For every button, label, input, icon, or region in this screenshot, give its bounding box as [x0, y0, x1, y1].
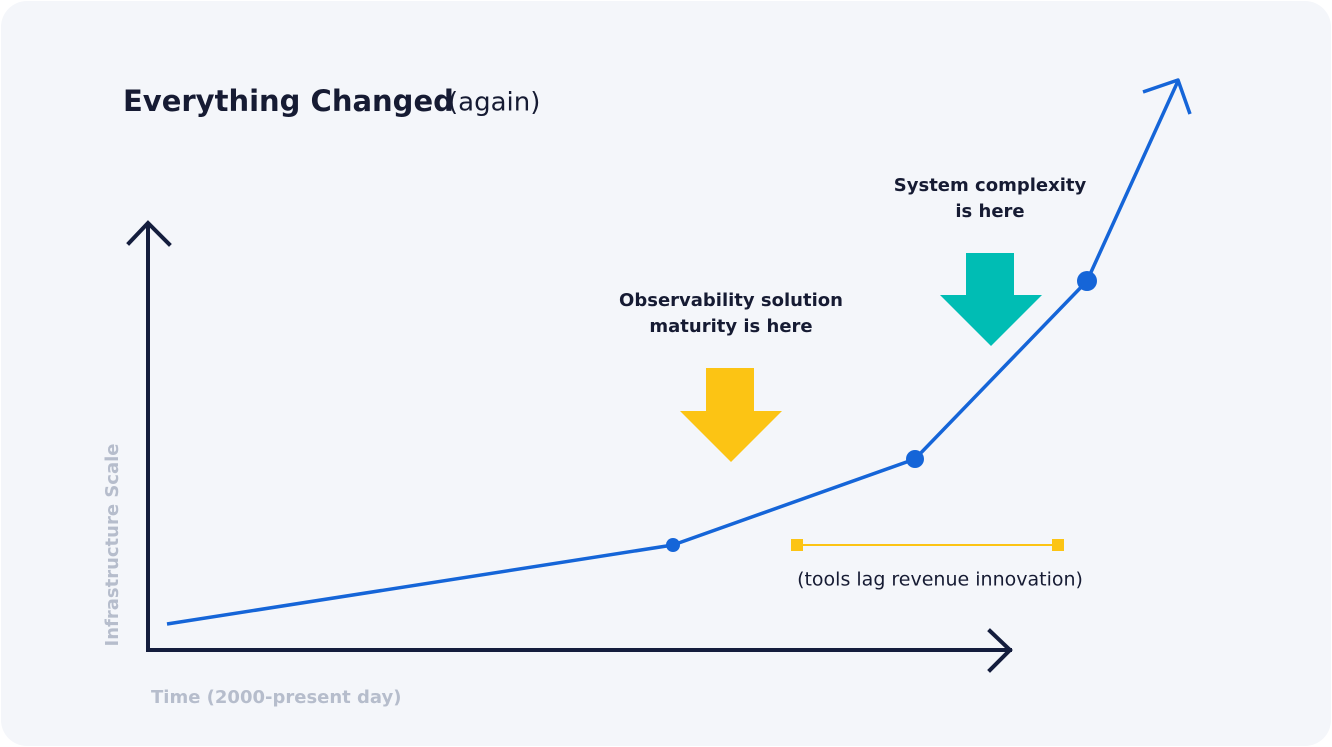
curve-point [666, 538, 680, 552]
y-axis-label: Infrastructure Scale [102, 444, 123, 647]
gap-end [1052, 539, 1064, 551]
curve-point [906, 450, 924, 468]
gap-end [791, 539, 803, 551]
title: Everything Changed [123, 84, 454, 118]
y-arrowhead [126, 220, 172, 247]
observability-note: maturity is here [649, 316, 812, 337]
axes [126, 220, 1013, 673]
complexity-note: System complexity [894, 175, 1087, 196]
curve-arrowhead [1142, 78, 1192, 115]
x-arrowhead [987, 628, 1013, 673]
observability-note: Observability solution [619, 290, 843, 311]
x-axis-label: Time (2000-present day) [151, 687, 402, 708]
complexity-note: is here [955, 201, 1024, 222]
subtitle: (again) [448, 88, 540, 118]
gap-note: (tools lag revenue innovation) [797, 569, 1083, 591]
complexity-arrow [940, 253, 1042, 346]
observability-arrow [680, 368, 782, 462]
curve-point [1077, 271, 1097, 291]
